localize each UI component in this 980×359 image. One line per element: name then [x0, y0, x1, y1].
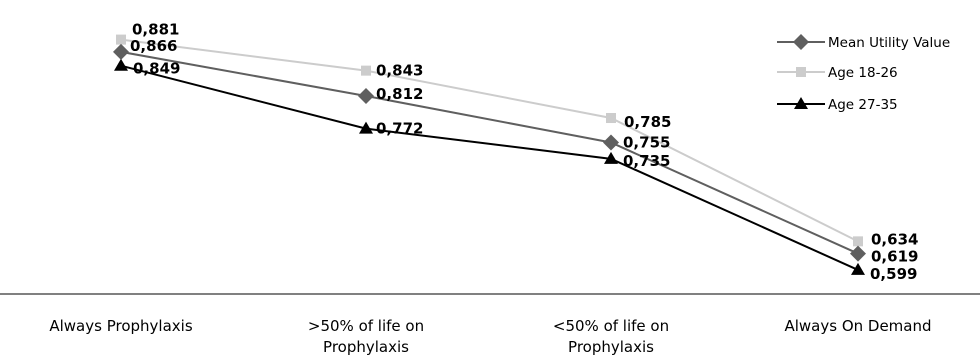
data-label-age-18-26-2: 0,843	[376, 62, 423, 80]
data-labels: 0,866 0,812 0,755 0,619 0,881 0,843 0,785 0,634…	[130, 21, 918, 283]
legend-label-mean-utility-value: Mean Utility Value	[828, 35, 950, 51]
series-line-age-18-26	[120, 38, 859, 243]
data-point-mean-utility-value-1	[113, 43, 129, 60]
data-label-age-27-35-2: 0,772	[376, 120, 423, 138]
data-point-age-18-26-3	[606, 113, 616, 124]
legend-marker-mean-utility-value	[793, 34, 809, 50]
series-line-age-27-35	[120, 64, 859, 271]
x-tick-label-2-line-2: Prophylaxis	[323, 338, 409, 356]
legend: Mean Utility Value Age 18-26 Age 27-35	[777, 34, 950, 113]
x-tick-label-4: Always On Demand	[784, 317, 931, 335]
legend-label-age-27-35: Age 27-35	[828, 97, 898, 113]
legend-marker-age-18-26	[796, 67, 806, 77]
legend-label-age-18-26: Age 18-26	[828, 65, 898, 81]
series-line-mean-utility-value	[120, 50, 859, 255]
data-point-age-27-35-1	[114, 58, 128, 71]
data-label-age-27-35-4: 0,599	[870, 265, 917, 283]
data-label-age-18-26-4: 0,634	[871, 230, 918, 248]
data-point-age-18-26-2	[361, 65, 371, 76]
data-point-age-18-26-4	[853, 236, 863, 247]
x-tick-label-3-line-1: <50% of life on	[553, 317, 669, 335]
data-label-age-27-35-3: 0,735	[623, 152, 670, 170]
data-point-mean-utility-value-3	[603, 134, 619, 151]
data-label-age-18-26-1: 0,881	[132, 21, 179, 39]
data-label-mean-utility-value-1: 0,866	[130, 37, 177, 55]
legend-marker-age-27-35	[794, 97, 808, 109]
data-point-age-27-35-3	[604, 151, 618, 164]
data-point-mean-utility-value-4	[850, 245, 866, 262]
series-layer	[113, 34, 866, 275]
data-label-mean-utility-value-3: 0,755	[623, 134, 670, 152]
data-label-age-18-26-3: 0,785	[624, 113, 671, 131]
x-tick-label-1: Always Prophylaxis	[49, 317, 192, 335]
data-label-age-27-35-1: 0,849	[133, 60, 180, 78]
x-axis-tick-labels: Always Prophylaxis >50% of life on Prophyl…	[49, 317, 931, 356]
x-tick-label-3-line-2: Prophylaxis	[568, 338, 654, 356]
data-point-age-27-35-4	[851, 262, 865, 275]
data-point-age-18-26-1	[116, 34, 126, 45]
x-tick-label-2-line-1: >50% of life on	[308, 317, 424, 335]
data-point-mean-utility-value-2	[358, 87, 374, 104]
data-label-mean-utility-value-4: 0,619	[871, 248, 918, 266]
data-point-age-27-35-2	[359, 121, 373, 134]
data-label-mean-utility-value-2: 0,812	[376, 85, 423, 103]
